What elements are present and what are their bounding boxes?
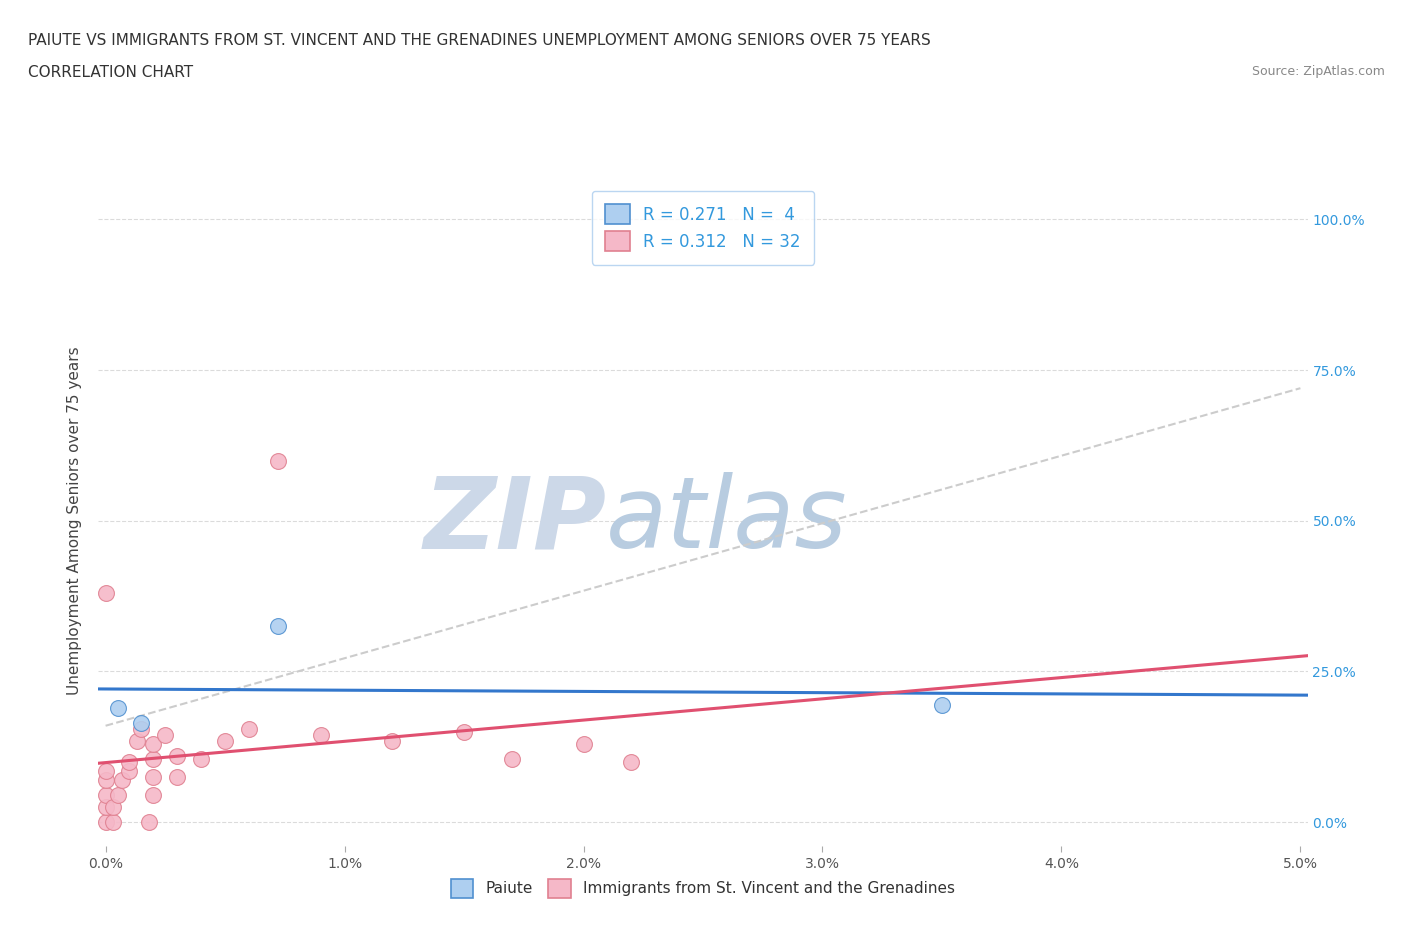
Point bbox=[131, 715, 153, 730]
Point bbox=[931, 698, 953, 712]
Point bbox=[572, 737, 595, 751]
Point bbox=[94, 586, 117, 601]
Point bbox=[266, 618, 288, 633]
Point bbox=[309, 727, 332, 742]
Point bbox=[142, 737, 165, 751]
Point bbox=[94, 800, 117, 815]
Y-axis label: Unemployment Among Seniors over 75 years: Unemployment Among Seniors over 75 years bbox=[67, 347, 83, 695]
Text: Source: ZipAtlas.com: Source: ZipAtlas.com bbox=[1251, 65, 1385, 78]
Point bbox=[453, 724, 475, 739]
Point bbox=[238, 722, 260, 737]
Point bbox=[381, 734, 404, 749]
Point bbox=[142, 769, 165, 784]
Point bbox=[125, 734, 148, 749]
Point bbox=[266, 453, 288, 468]
Point bbox=[118, 764, 141, 778]
Point bbox=[101, 800, 124, 815]
Point bbox=[94, 764, 117, 778]
Point bbox=[620, 754, 643, 769]
Point bbox=[501, 751, 523, 766]
Text: PAIUTE VS IMMIGRANTS FROM ST. VINCENT AND THE GRENADINES UNEMPLOYMENT AMONG SENI: PAIUTE VS IMMIGRANTS FROM ST. VINCENT AN… bbox=[28, 33, 931, 47]
Point bbox=[107, 700, 129, 715]
Point bbox=[166, 769, 188, 784]
Point bbox=[142, 788, 165, 803]
Text: atlas: atlas bbox=[606, 472, 848, 569]
Point bbox=[190, 751, 212, 766]
Point bbox=[94, 815, 117, 830]
Legend: Paiute, Immigrants from St. Vincent and the Grenadines: Paiute, Immigrants from St. Vincent and … bbox=[444, 873, 962, 904]
Point bbox=[138, 815, 160, 830]
Point bbox=[101, 815, 124, 830]
Point bbox=[94, 788, 117, 803]
Point bbox=[166, 749, 188, 764]
Point bbox=[142, 751, 165, 766]
Point bbox=[214, 734, 236, 749]
Point bbox=[155, 727, 177, 742]
Point bbox=[94, 773, 117, 788]
Text: CORRELATION CHART: CORRELATION CHART bbox=[28, 65, 193, 80]
Point bbox=[111, 773, 134, 788]
Point bbox=[131, 722, 153, 737]
Point bbox=[118, 754, 141, 769]
Text: ZIP: ZIP bbox=[423, 472, 606, 569]
Point bbox=[107, 788, 129, 803]
